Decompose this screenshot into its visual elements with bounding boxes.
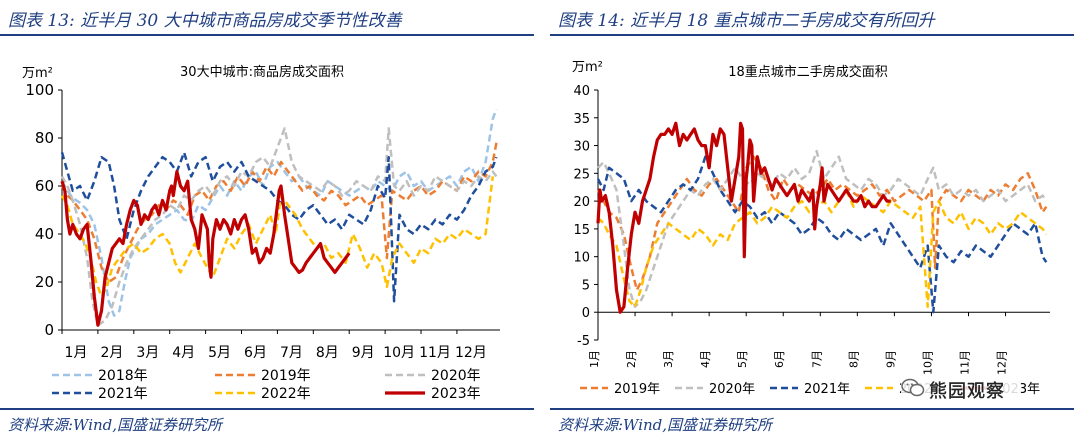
y-tick-label: -5 (577, 334, 590, 349)
y-tick-label: 25 (573, 167, 590, 182)
series-line-2022 (597, 188, 1048, 308)
x-tick-label: 8月 (847, 350, 860, 368)
legend-label: 2019年 (614, 382, 660, 397)
x-tick-label: 5月 (736, 350, 749, 368)
figure-title: 图表 13: 近半月 30 大中城市商品房成交季节性改善 (8, 11, 402, 31)
y-tick-label: 40 (573, 84, 590, 99)
x-tick-label: 4月 (172, 345, 195, 361)
legend-label: 2023年 (431, 386, 481, 402)
y-tick-label: 60 (35, 177, 54, 195)
y-axis-unit: 万m² (22, 66, 53, 81)
x-tick-label: 4月 (699, 350, 712, 368)
series-line-2018 (60, 108, 498, 317)
x-tick-label: 11月 (419, 345, 451, 361)
x-tick-label: 10月 (921, 350, 934, 375)
x-tick-label: 11月 (958, 350, 971, 375)
x-tick-label: 6月 (773, 350, 786, 368)
legend-label: 2020年 (431, 368, 481, 384)
x-tick-label: 2月 (100, 345, 123, 361)
x-tick-label: 1月 (65, 345, 88, 361)
x-tick-label: 2月 (625, 350, 638, 368)
x-tick-label: 7月 (810, 350, 823, 368)
x-tick-label: 5月 (208, 345, 231, 361)
legend-label: 2020年 (709, 382, 755, 397)
x-tick-label: 10月 (383, 345, 415, 361)
x-tick-label: 1月 (588, 350, 601, 368)
figure-14-panel: 图表 14: 近半月 18 重点城市二手房成交有所回升 18重点城市二手房成交面… (550, 0, 1080, 442)
x-tick-label: 7月 (280, 345, 303, 361)
figure-title: 图表 14: 近半月 18 重点城市二手房成交有所回升 (558, 11, 935, 31)
legend-label: 2021年 (98, 386, 148, 402)
series-line-2023 (596, 121, 891, 314)
legend-label: 2018年 (98, 368, 148, 384)
series-line-2020 (597, 149, 1048, 308)
y-tick-label: 80 (35, 129, 54, 147)
legend-label: 2022年 (261, 386, 311, 402)
y-tick-label: 5 (582, 278, 590, 293)
y-tick-label: 40 (35, 225, 54, 243)
x-tick-label: 3月 (136, 345, 159, 361)
x-tick-label: 8月 (316, 345, 339, 361)
y-tick-label: 20 (573, 195, 590, 210)
source-divider (0, 408, 534, 410)
source-note: 资料来源:Wind,国盛证券研究所 (558, 416, 773, 434)
y-tick-label: 0 (582, 306, 590, 321)
y-tick-label: 30 (573, 140, 590, 155)
series-line-2021 (596, 155, 1048, 314)
series-line-2023 (60, 170, 351, 327)
series-line-2019 (60, 142, 498, 284)
title-divider (0, 34, 534, 36)
x-tick-label: 12月 (455, 345, 487, 361)
y-axis-unit: 万m² (572, 60, 603, 75)
x-tick-label: 9月 (884, 350, 897, 368)
y-tick-label: 20 (35, 273, 54, 291)
series-line-2022 (60, 176, 495, 298)
watermark-logo: 熊园观察 (901, 375, 1021, 403)
x-tick-label: 9月 (352, 345, 375, 361)
x-tick-label: 12月 (996, 350, 1009, 375)
x-tick-label: 3月 (662, 350, 675, 368)
wechat-icon (901, 378, 925, 397)
y-tick-label: 35 (573, 112, 590, 127)
figure-13-panel: 图表 13: 近半月 30 大中城市商品房成交季节性改善 30大中城市:商品房成… (0, 11, 534, 434)
legend-label: 2021年 (804, 382, 850, 397)
y-tick-label: 15 (573, 223, 590, 238)
watermark-text: 熊园观察 (929, 381, 1005, 402)
legend-label: 2019年 (261, 368, 311, 384)
chart-title: 18重点城市二手房成交面积 (728, 64, 888, 80)
title-divider (550, 34, 1074, 36)
y-tick-label: 100 (25, 81, 54, 99)
y-tick-label: 0 (44, 321, 54, 339)
chart-30-cities: 30大中城市:商品房成交面积 万m² 0 20 40 60 80 100 1月 2月 3月 4月 5月 6… (22, 64, 500, 402)
series-line-2020 (60, 127, 498, 327)
chart-18-cities: 18重点城市二手房成交面积 万m² -5 0 5 10 15 20 25 30 35 40 1月 2月 3月… (572, 60, 1050, 397)
source-note: 资料来源:Wind,国盛证券研究所 (8, 416, 223, 434)
x-tick-label: 6月 (244, 345, 267, 361)
chart-title: 30大中城市:商品房成交面积 (180, 64, 344, 80)
y-tick-label: 10 (573, 251, 590, 266)
source-divider (550, 408, 1074, 410)
